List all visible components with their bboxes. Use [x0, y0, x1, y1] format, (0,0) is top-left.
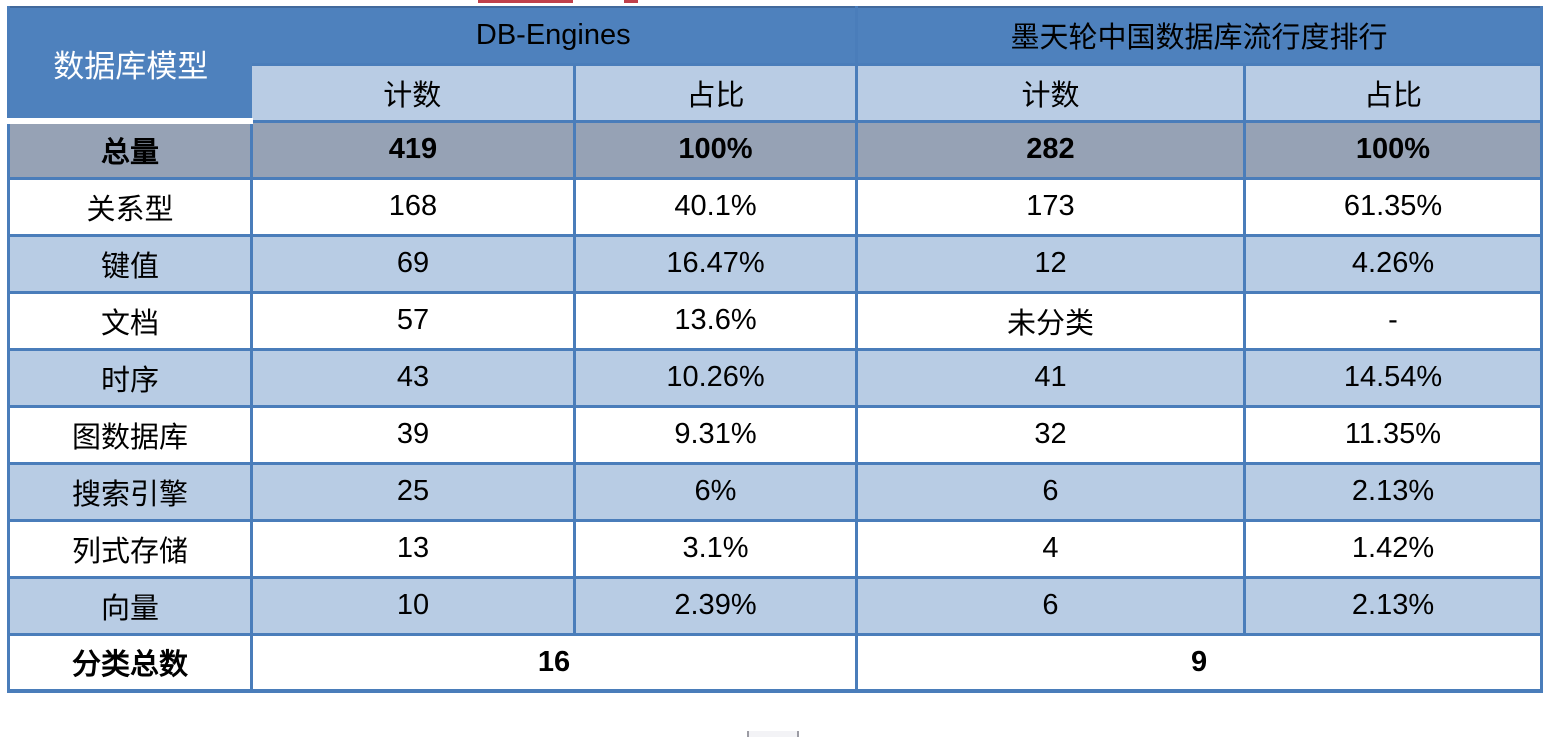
cell-value: 419: [251, 121, 576, 180]
group-header-row: 数据库模型 DB-Engines 墨天轮中国数据库流行度排行: [8, 7, 1542, 124]
cell-value: 282: [856, 121, 1246, 180]
cell-value: 40.1%: [574, 178, 858, 237]
row-label: 总量: [8, 121, 253, 180]
cell-value: 43: [251, 349, 576, 408]
horizontal-scrollbar-thumb[interactable]: [747, 731, 799, 737]
row-label: 文档: [8, 292, 253, 351]
cell-value: 4.26%: [1244, 235, 1542, 294]
table-row: 列式存储 13 3.1% 4 1.42%: [8, 520, 1542, 579]
cell-value: 2.13%: [1244, 577, 1542, 636]
cell-value: 61.35%: [1244, 178, 1542, 237]
cell-value: 3.1%: [574, 520, 858, 579]
table-row: 文档 57 13.6% 未分类 -: [8, 292, 1542, 351]
corner-header-cell: 数据库模型: [8, 7, 252, 124]
cell-value: 2.13%: [1244, 463, 1542, 522]
table-row: 搜索引擎 25 6% 6 2.13%: [8, 463, 1542, 522]
cell-value: 6: [856, 577, 1246, 636]
row-label: 列式存储: [8, 520, 253, 579]
table-row: 时序 43 10.26% 41 14.54%: [8, 349, 1542, 408]
cell-value: 168: [251, 178, 576, 237]
group-header-db-engines: DB-Engines: [251, 7, 858, 66]
cell-value: 57: [251, 292, 576, 351]
cell-db-engines-category-total: 16: [251, 634, 858, 693]
database-model-comparison-table: 数据库模型 DB-Engines 墨天轮中国数据库流行度排行 计数 占比 计数 …: [7, 6, 1544, 693]
top-red-artifact-line: [478, 0, 573, 3]
cell-value: 11.35%: [1244, 406, 1542, 465]
cell-value: 13: [251, 520, 576, 579]
row-label: 关系型: [8, 178, 253, 237]
cell-value: 100%: [1244, 121, 1542, 180]
cell-value: 13.6%: [574, 292, 858, 351]
cell-value: 2.39%: [574, 577, 858, 636]
cell-value: 9.31%: [574, 406, 858, 465]
cell-value: 未分类: [856, 292, 1246, 351]
table-row: 图数据库 39 9.31% 32 11.35%: [8, 406, 1542, 465]
cell-value: 10: [251, 577, 576, 636]
row-label: 向量: [8, 577, 253, 636]
cell-value: 10.26%: [574, 349, 858, 408]
row-label: 图数据库: [8, 406, 253, 465]
subheader-db-count: 计数: [251, 64, 576, 123]
cell-modb-category-total: 9: [856, 634, 1542, 693]
cell-value: 32: [856, 406, 1246, 465]
row-label: 分类总数: [8, 634, 253, 693]
cell-value: 25: [251, 463, 576, 522]
cell-value: 12: [856, 235, 1246, 294]
table-row: 键值 69 16.47% 12 4.26%: [8, 235, 1542, 294]
cell-value: 6: [856, 463, 1246, 522]
cell-value: 1.42%: [1244, 520, 1542, 579]
table-row-total: 总量 419 100% 282 100%: [8, 121, 1542, 180]
cell-value: 14.54%: [1244, 349, 1542, 408]
subheader-db-percent: 占比: [574, 64, 858, 123]
subheader-modb-percent: 占比: [1244, 64, 1542, 123]
cell-value: 69: [251, 235, 576, 294]
cell-value: -: [1244, 292, 1542, 351]
row-label: 时序: [8, 349, 253, 408]
sub-header-row: 计数 占比 计数 占比: [9, 64, 1542, 123]
cell-value: 173: [856, 178, 1246, 237]
subheader-modb-count: 计数: [856, 64, 1246, 123]
cell-value: 41: [856, 349, 1246, 408]
table-row: 向量 10 2.39% 6 2.13%: [8, 577, 1542, 636]
table-row-footer: 分类总数 16 9: [8, 634, 1542, 693]
table-row: 关系型 168 40.1% 173 61.35%: [8, 178, 1542, 237]
cell-value: 100%: [574, 121, 858, 180]
cell-value: 39: [251, 406, 576, 465]
row-label: 键值: [8, 235, 253, 294]
row-label: 搜索引擎: [8, 463, 253, 522]
cell-value: 16.47%: [574, 235, 858, 294]
group-header-modb: 墨天轮中国数据库流行度排行: [855, 7, 1542, 66]
cell-value: 6%: [574, 463, 858, 522]
top-red-artifact-line: [624, 0, 638, 3]
cell-value: 4: [856, 520, 1246, 579]
